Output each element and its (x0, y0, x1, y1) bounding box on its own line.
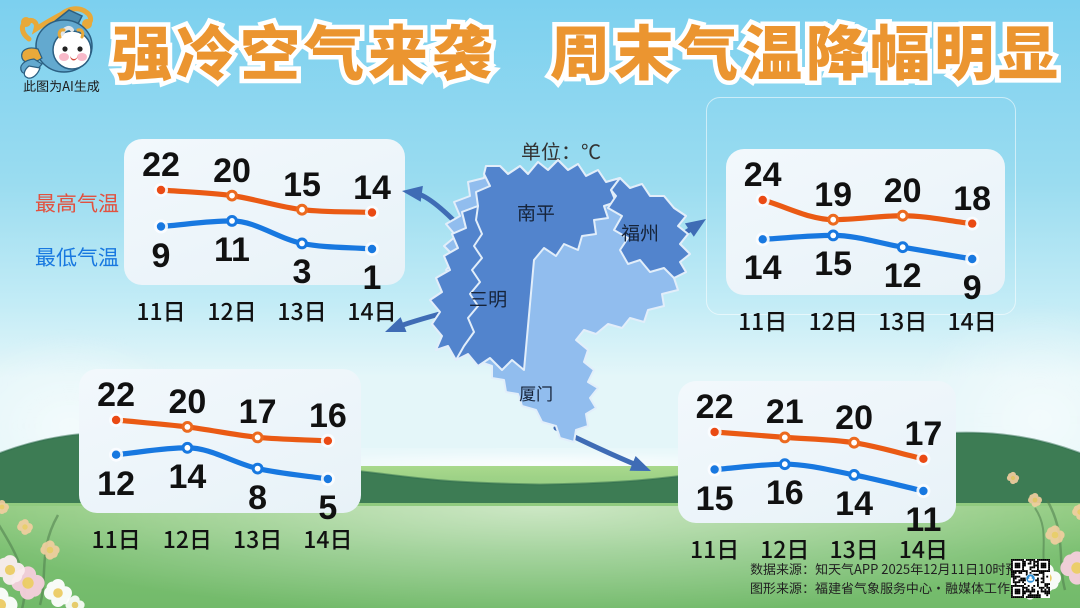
svg-text:三明: 三明 (469, 285, 507, 312)
svg-text:南平: 南平 (517, 199, 555, 226)
svg-text:福州: 福州 (621, 219, 659, 246)
svg-text:厦门: 厦门 (519, 380, 553, 405)
